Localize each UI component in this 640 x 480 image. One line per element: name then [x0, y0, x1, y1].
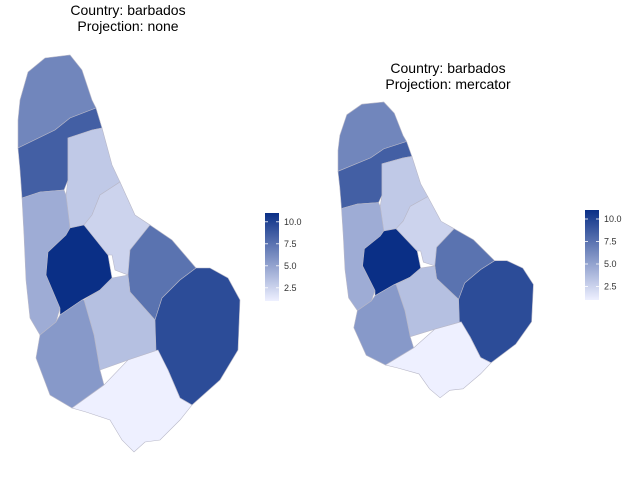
parish-region-8 [35, 299, 105, 409]
legend-colorbar [265, 213, 279, 301]
panel-title-line1: Country: barbados [70, 2, 186, 18]
legend-tick-label: 5.0 [284, 261, 297, 271]
legend-tick-label: 10.0 [604, 214, 622, 224]
parish-region-0 [337, 101, 408, 172]
legend-left: 10.0 7.5 5.0 2.5 [265, 213, 302, 301]
legend-tick-label: 7.5 [284, 239, 297, 249]
legend-tick-label: 10.0 [284, 217, 302, 227]
legend-tick-label: 2.5 [284, 283, 297, 293]
parish-region-10 [71, 349, 193, 453]
parish-region-8 [353, 284, 415, 366]
legend-right: 10.0 7.5 5.0 2.5 [585, 210, 622, 300]
legend-tick-label: 2.5 [604, 282, 617, 292]
parish-region-5 [395, 196, 455, 267]
map-panel-mercator [337, 101, 534, 399]
legend-colorbar [585, 210, 599, 300]
parish-region-0 [17, 54, 97, 149]
legend-tick-label: 7.5 [604, 237, 617, 247]
panel-title-line1: Country: barbados [390, 60, 506, 76]
map-panel-none [17, 54, 241, 453]
parish-region-10 [384, 321, 492, 399]
legend-tick-label: 5.0 [604, 259, 617, 269]
parish-region-5 [83, 181, 151, 276]
panel-title-line2: Projection: none [77, 18, 179, 34]
panel-title-line2: Projection: mercator [385, 76, 511, 92]
